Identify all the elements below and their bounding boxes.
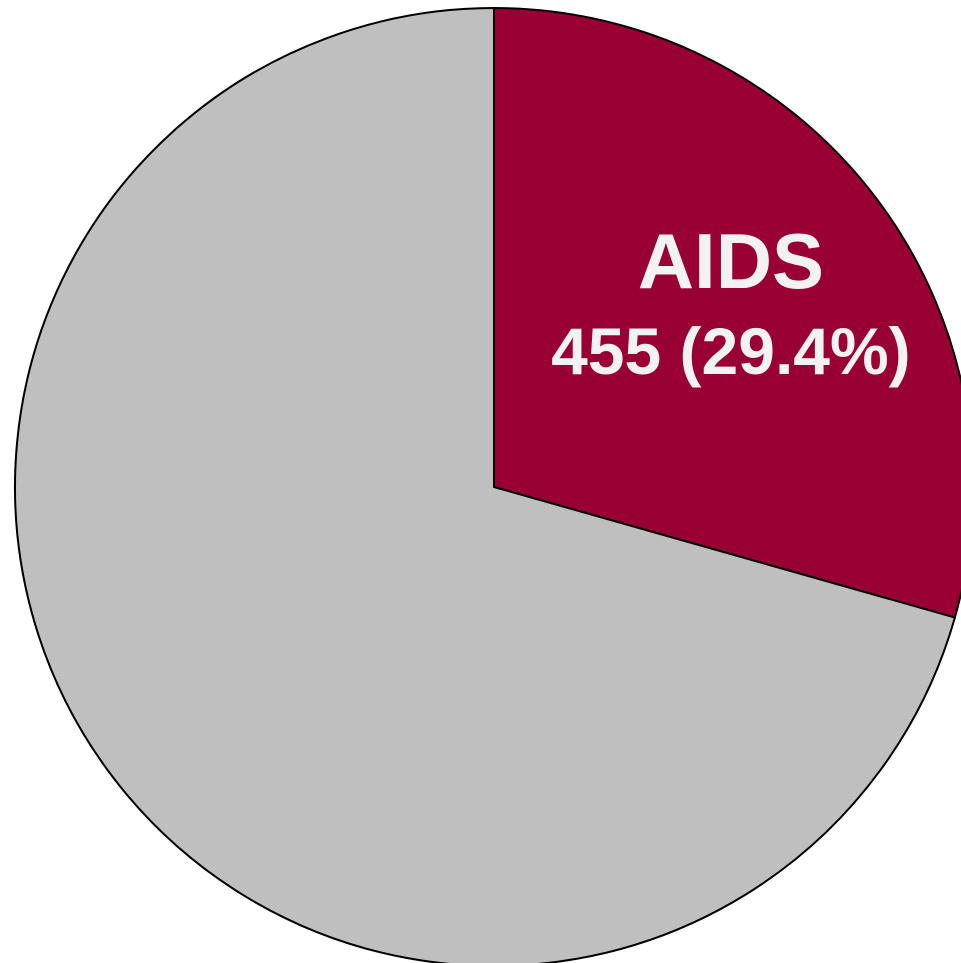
pie-slice-other (14, 6, 957, 963)
pie-slice-aids (493, 6, 961, 619)
pie-labels: AIDS 455 (29.4%) (551, 217, 911, 388)
slice-label-name: AIDS (638, 217, 824, 305)
pie-slices (14, 6, 961, 963)
slice-label-value: 455 (29.4%) (551, 314, 911, 388)
